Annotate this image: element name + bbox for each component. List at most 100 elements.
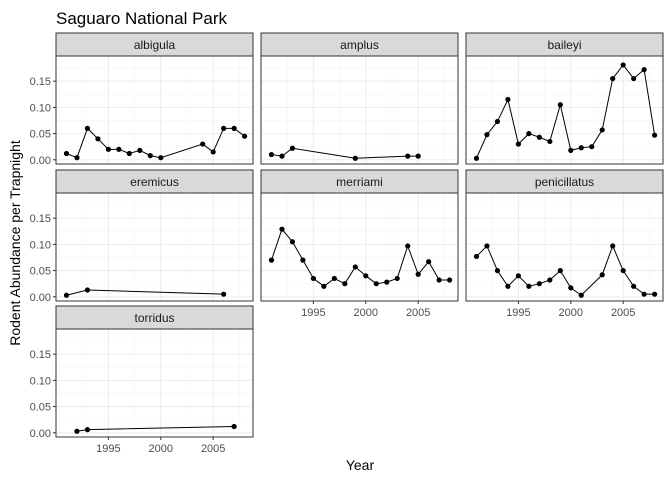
data-point [568, 147, 574, 153]
data-point [84, 287, 91, 293]
data-point [484, 243, 490, 249]
x-tick-label: 1995 [96, 443, 120, 455]
data-point [536, 134, 542, 140]
facet-strip-label: penicillatus [535, 175, 594, 189]
y-axis-title: Rodent Abundance per Trapnight [7, 140, 23, 346]
data-point [242, 133, 248, 139]
facet-strip-label: eremicus [130, 175, 179, 189]
facet-strip-label: baileyi [547, 38, 581, 52]
data-point [436, 277, 442, 283]
data-point [352, 155, 358, 161]
data-point [526, 130, 532, 137]
x-tick-label: 1995 [301, 307, 325, 319]
data-point [547, 138, 553, 145]
data-point [158, 155, 164, 161]
data-point [279, 226, 285, 232]
data-point [231, 125, 237, 131]
y-tick-label: 0.05 [30, 266, 51, 278]
facet-plot-border [55, 328, 254, 438]
facet-strip-label: albigula [134, 38, 176, 52]
data-point [147, 153, 153, 159]
data-point [484, 132, 490, 138]
data-point [405, 153, 411, 159]
y-tick-label: 0.05 [30, 129, 51, 141]
data-point [557, 102, 563, 108]
data-point [505, 96, 511, 103]
data-point [610, 243, 616, 249]
data-point [557, 267, 563, 274]
facet-plot-border [260, 55, 459, 165]
data-point [473, 155, 480, 161]
data-point [652, 132, 658, 138]
x-tick-label: 1995 [506, 307, 530, 319]
x-axis-title: Year [346, 457, 375, 473]
facet-strip-label: merriami [336, 175, 383, 189]
facet-plot-border [55, 55, 254, 165]
data-point [84, 125, 91, 131]
x-tick-label: 2000 [354, 307, 378, 319]
facet-plot-border [260, 192, 459, 302]
data-point [631, 75, 637, 82]
facet-plot-area [55, 55, 254, 165]
y-tick-label: 0.05 [30, 402, 51, 414]
data-point [300, 257, 306, 263]
y-tick-label: 0.10 [30, 102, 51, 114]
data-point [515, 273, 521, 279]
y-tick-label: 0.00 [30, 292, 51, 304]
data-point [84, 427, 91, 433]
data-point [331, 275, 337, 282]
x-tick-label: 2000 [149, 443, 173, 455]
data-point [526, 283, 532, 289]
y-tick-label: 0.00 [30, 155, 51, 167]
data-point [321, 283, 327, 289]
data-point [447, 277, 453, 283]
data-point [200, 141, 206, 147]
y-tick-label: 0.00 [30, 428, 51, 440]
data-point [373, 281, 379, 287]
data-point [473, 253, 480, 260]
x-tick-label: 2005 [201, 443, 225, 455]
x-tick-label: 2000 [559, 307, 583, 319]
facet-panel-albigula: albigula 0.00 0.05 0.10 0.15 [30, 32, 254, 167]
chart-title: Saguaro National Park [56, 9, 228, 28]
facet-plot-border [465, 55, 664, 165]
data-point [231, 423, 237, 430]
data-point [631, 283, 637, 289]
facet-panels: albigula 0.00 0.05 0.10 0.15 amplus baileyi ere… [30, 32, 664, 455]
data-point [620, 267, 626, 274]
y-tick-label: 0.10 [30, 375, 51, 387]
data-point [63, 292, 70, 298]
facet-plot-area [55, 328, 254, 438]
data-point [363, 273, 369, 279]
data-point [578, 145, 584, 151]
y-tick-label: 0.15 [30, 213, 51, 225]
data-point [641, 67, 647, 73]
data-point [589, 144, 595, 150]
data-point [352, 264, 358, 270]
data-point [494, 267, 501, 274]
facet-plot-border [55, 192, 254, 302]
facet-strip-label: amplus [340, 38, 379, 52]
y-tick-label: 0.15 [30, 349, 51, 361]
x-tick-label: 2005 [611, 307, 635, 319]
data-point [384, 279, 390, 285]
data-point [494, 118, 501, 125]
facet-panel-amplus: amplus [260, 32, 459, 165]
data-point [95, 136, 101, 142]
data-point [620, 62, 626, 68]
data-point [610, 75, 616, 82]
data-point [599, 272, 605, 278]
data-point [568, 285, 574, 291]
facet-panel-penicillatus: penicillatus 1995 2000 2005 [465, 169, 664, 319]
data-point [599, 127, 605, 133]
x-tick-label: 2005 [406, 307, 430, 319]
data-point [342, 281, 348, 287]
data-point [221, 291, 227, 297]
data-point [289, 239, 296, 245]
data-point [126, 150, 132, 157]
data-point [405, 243, 411, 249]
data-point [310, 275, 316, 282]
data-point [74, 155, 80, 161]
data-point [268, 151, 275, 158]
